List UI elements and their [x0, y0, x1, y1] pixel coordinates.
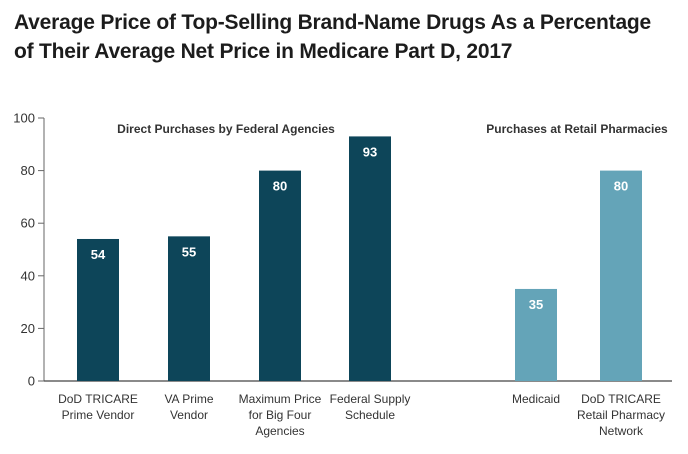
bar	[600, 170, 642, 381]
category-label: for Big Four	[249, 408, 312, 422]
category-label: Prime Vendor	[62, 408, 135, 422]
category-label: Agencies	[255, 424, 304, 438]
category-label: Schedule	[345, 408, 395, 422]
category-label: DoD TRICARE	[58, 392, 138, 406]
y-tick-label: 40	[21, 268, 35, 283]
category-label: Network	[599, 424, 644, 438]
y-tick-label: 20	[21, 321, 35, 336]
bar	[349, 136, 391, 381]
group-label: Purchases at Retail Pharmacies	[486, 122, 668, 136]
bar	[259, 170, 301, 381]
category-label: DoD TRICARE	[581, 392, 661, 406]
y-tick-label: 60	[21, 216, 35, 231]
bar-value-label: 93	[363, 144, 377, 159]
bar	[77, 238, 119, 381]
bar-value-label: 35	[529, 297, 543, 312]
group-label: Direct Purchases by Federal Agencies	[117, 122, 335, 136]
category-label: Federal Supply	[330, 392, 411, 406]
category-label: Retail Pharmacy	[577, 408, 665, 422]
category-label: Medicaid	[512, 392, 560, 406]
bar-value-label: 54	[91, 247, 106, 262]
category-label: Maximum Price	[239, 392, 322, 406]
y-tick-label: 0	[28, 374, 35, 389]
category-label: VA Prime	[164, 392, 213, 406]
y-tick-label: 80	[21, 163, 35, 178]
bar-value-label: 80	[273, 179, 287, 194]
bar-value-label: 80	[614, 179, 628, 194]
bar	[168, 236, 210, 381]
bar-value-label: 55	[182, 244, 196, 259]
chart-title: Average Price of Top-Selling Brand-Name …	[14, 11, 652, 63]
category-label: Vendor	[170, 408, 208, 422]
bar	[515, 288, 557, 381]
y-tick-label: 100	[13, 111, 35, 126]
